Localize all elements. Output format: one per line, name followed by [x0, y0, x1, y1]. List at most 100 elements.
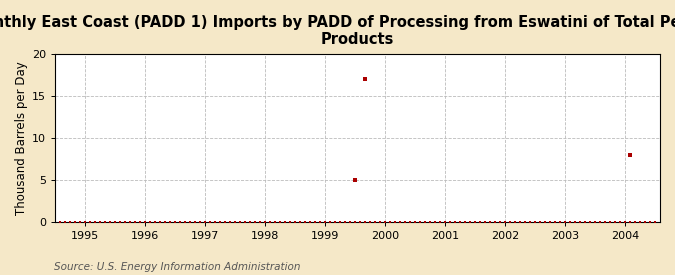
Point: [555, 220, 566, 225]
Point: [345, 220, 356, 225]
Point: [440, 220, 451, 225]
Point: [545, 220, 556, 225]
Point: [420, 220, 431, 225]
Point: [620, 220, 630, 225]
Point: [245, 220, 256, 225]
Point: [295, 220, 306, 225]
Point: [480, 220, 491, 225]
Point: [250, 220, 261, 225]
Point: [65, 220, 76, 225]
Point: [360, 77, 371, 82]
Point: [645, 220, 655, 225]
Point: [110, 220, 121, 225]
Point: [320, 220, 331, 225]
Point: [624, 153, 635, 157]
Text: Source: U.S. Energy Information Administration: Source: U.S. Energy Information Administ…: [54, 262, 300, 272]
Point: [505, 220, 516, 225]
Point: [90, 220, 101, 225]
Point: [385, 220, 396, 225]
Point: [380, 220, 391, 225]
Point: [205, 220, 216, 225]
Point: [220, 220, 231, 225]
Point: [175, 220, 186, 225]
Point: [590, 220, 601, 225]
Point: [230, 220, 241, 225]
Point: [575, 220, 586, 225]
Point: [95, 220, 106, 225]
Point: [355, 220, 366, 225]
Point: [360, 220, 371, 225]
Point: [200, 220, 211, 225]
Point: [160, 220, 171, 225]
Point: [535, 220, 545, 225]
Point: [520, 220, 531, 225]
Point: [595, 220, 605, 225]
Point: [190, 220, 200, 225]
Point: [610, 220, 620, 225]
Point: [550, 220, 561, 225]
Point: [435, 220, 446, 225]
Point: [570, 220, 580, 225]
Title: Monthly East Coast (PADD 1) Imports by PADD of Processing from Eswatini of Total: Monthly East Coast (PADD 1) Imports by P…: [0, 15, 675, 47]
Point: [340, 220, 350, 225]
Point: [350, 220, 360, 225]
Point: [70, 220, 81, 225]
Point: [515, 220, 526, 225]
Point: [390, 220, 401, 225]
Point: [115, 220, 126, 225]
Point: [290, 220, 300, 225]
Point: [425, 220, 435, 225]
Point: [350, 178, 360, 183]
Point: [510, 220, 520, 225]
Point: [410, 220, 421, 225]
Point: [335, 220, 346, 225]
Point: [240, 220, 250, 225]
Point: [585, 220, 595, 225]
Point: [140, 220, 151, 225]
Point: [215, 220, 225, 225]
Point: [640, 220, 651, 225]
Point: [210, 220, 221, 225]
Point: [280, 220, 291, 225]
Point: [285, 220, 296, 225]
Point: [470, 220, 481, 225]
Point: [135, 220, 146, 225]
Point: [400, 220, 410, 225]
Point: [395, 220, 406, 225]
Point: [270, 220, 281, 225]
Point: [405, 220, 416, 225]
Point: [330, 220, 341, 225]
Point: [80, 220, 90, 225]
Point: [415, 220, 426, 225]
Point: [530, 220, 541, 225]
Point: [255, 220, 266, 225]
Point: [490, 220, 501, 225]
Point: [225, 220, 236, 225]
Point: [265, 220, 275, 225]
Point: [275, 220, 286, 225]
Point: [460, 220, 470, 225]
Point: [310, 220, 321, 225]
Point: [305, 220, 316, 225]
Point: [120, 220, 131, 225]
Point: [630, 220, 641, 225]
Point: [55, 220, 65, 225]
Point: [650, 220, 661, 225]
Point: [165, 220, 176, 225]
Point: [155, 220, 165, 225]
Point: [100, 220, 111, 225]
Point: [475, 220, 485, 225]
Point: [105, 220, 115, 225]
Point: [195, 220, 206, 225]
Point: [450, 220, 460, 225]
Point: [605, 220, 616, 225]
Point: [634, 220, 645, 225]
Point: [364, 220, 375, 225]
Point: [580, 220, 591, 225]
Point: [300, 220, 310, 225]
Point: [325, 220, 335, 225]
Point: [625, 220, 636, 225]
Point: [375, 220, 385, 225]
Point: [465, 220, 476, 225]
Point: [150, 220, 161, 225]
